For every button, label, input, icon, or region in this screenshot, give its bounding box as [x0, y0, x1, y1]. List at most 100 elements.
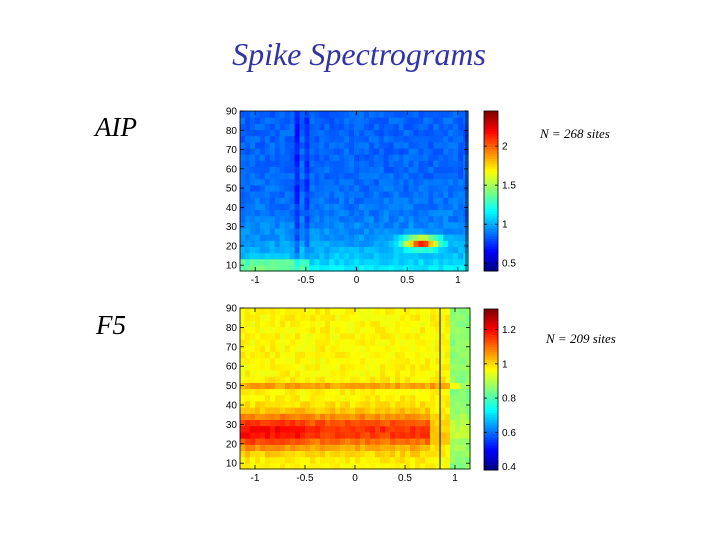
heatmap-cell: [275, 357, 281, 365]
heatmap-cell: [289, 172, 296, 180]
heatmap-cell: [260, 382, 266, 390]
colorbar-segment: [484, 412, 498, 416]
heatmap-cell: [274, 203, 281, 211]
heatmap-cell: [393, 147, 400, 155]
heatmap-cell: [309, 166, 315, 174]
heatmap-cell: [390, 345, 396, 352]
colorbar-segment: [484, 321, 498, 325]
heatmap-cell: [300, 450, 306, 458]
heatmap-cell: [329, 215, 335, 223]
heatmap-cell: [240, 425, 246, 433]
colorbar-segment: [484, 354, 498, 358]
heatmap-cell: [388, 209, 395, 217]
heatmap-cell: [378, 123, 385, 131]
heatmap-cell: [435, 345, 441, 352]
heatmap-cell: [373, 221, 380, 229]
heatmap-cell: [403, 166, 410, 174]
heatmap-cell: [433, 252, 439, 260]
heatmap-cell: [314, 240, 320, 247]
heatmap-cell: [438, 123, 444, 131]
heatmap-cell: [403, 129, 410, 137]
heatmap-cell: [240, 203, 246, 211]
heatmap-cell: [319, 111, 325, 118]
heatmap-cell: [443, 166, 449, 174]
heatmap-cell: [380, 444, 386, 452]
heatmap-cell: [340, 376, 346, 383]
colorbar-segment: [484, 427, 498, 431]
heatmap-cell: [388, 147, 395, 155]
heatmap-cell: [269, 166, 276, 174]
heatmap-cell: [314, 135, 320, 143]
heatmap-cell: [249, 227, 256, 235]
heatmap-cell: [405, 326, 411, 334]
heatmap-cell: [304, 172, 310, 180]
heatmap-cell: [465, 407, 471, 414]
heatmap-cell: [395, 357, 401, 365]
heatmap-cell: [370, 438, 376, 445]
heatmap-cell: [289, 111, 296, 118]
heatmap-cell: [453, 154, 459, 161]
heatmap-cell: [455, 363, 461, 371]
heatmap-cell: [280, 456, 286, 464]
heatmap-cell: [363, 197, 370, 204]
heatmap-cell: [280, 320, 286, 328]
heatmap-cell: [430, 431, 436, 439]
heatmap-cell: [285, 419, 291, 427]
heatmap-cell: [339, 111, 345, 118]
heatmap-cell: [400, 400, 406, 408]
heatmap-cell: [453, 215, 459, 223]
heatmap-cell: [304, 264, 310, 272]
heatmap-cell: [250, 308, 256, 315]
heatmap-cell: [244, 184, 251, 192]
heatmap-cell: [403, 184, 410, 192]
heatmap-cell: [438, 154, 444, 161]
heatmap-cell: [360, 425, 366, 433]
heatmap-cell: [415, 308, 421, 315]
heatmap-cell: [395, 382, 401, 390]
heatmap-cell: [435, 388, 441, 396]
heatmap-cell: [314, 252, 320, 260]
colorbar-segment: [484, 118, 498, 122]
heatmap-cell: [433, 129, 439, 137]
colorbar-segment: [484, 341, 498, 345]
heatmap-cell: [300, 345, 306, 352]
heatmap-cell: [265, 369, 271, 377]
heatmap-cell: [354, 123, 360, 131]
heatmap-cell: [354, 221, 360, 229]
heatmap-cell: [398, 166, 405, 174]
heatmap-cell: [358, 252, 365, 260]
heatmap-cell: [260, 338, 266, 346]
heatmap-cell: [310, 400, 316, 408]
heatmap-cell: [275, 394, 281, 402]
heatmap-cell: [290, 363, 296, 371]
heatmap-cell: [363, 129, 370, 137]
heatmap-cell: [284, 191, 291, 198]
heatmap-cell: [325, 382, 331, 390]
heatmap-cell: [455, 320, 461, 328]
heatmap-cell: [410, 394, 416, 402]
heatmap-cell: [453, 264, 459, 272]
heatmap-cell: [440, 308, 446, 315]
y-tick-label: 80: [226, 126, 238, 137]
heatmap-cell: [315, 363, 321, 371]
heatmap-cell: [325, 332, 331, 340]
heatmap-cell: [255, 425, 261, 433]
heatmap-cell: [445, 462, 451, 470]
heatmap-cell: [425, 400, 431, 408]
heatmap-cell: [410, 444, 416, 452]
heatmap-cell: [460, 450, 466, 458]
heatmap-cell: [378, 197, 385, 204]
heatmap-cell: [350, 308, 356, 315]
colorbar-segment: [484, 256, 498, 259]
heatmap-cell: [244, 191, 251, 198]
colorbar-segment: [484, 454, 498, 458]
heatmap-cell: [259, 234, 266, 241]
heatmap-cell: [240, 357, 246, 365]
heatmap-cell: [395, 419, 401, 427]
heatmap-cell: [304, 111, 310, 118]
heatmap-cell: [405, 450, 411, 458]
heatmap-cell: [378, 191, 385, 198]
heatmap-cell: [395, 431, 401, 439]
heatmap-cell: [320, 326, 326, 334]
heatmap-cell: [395, 444, 401, 452]
